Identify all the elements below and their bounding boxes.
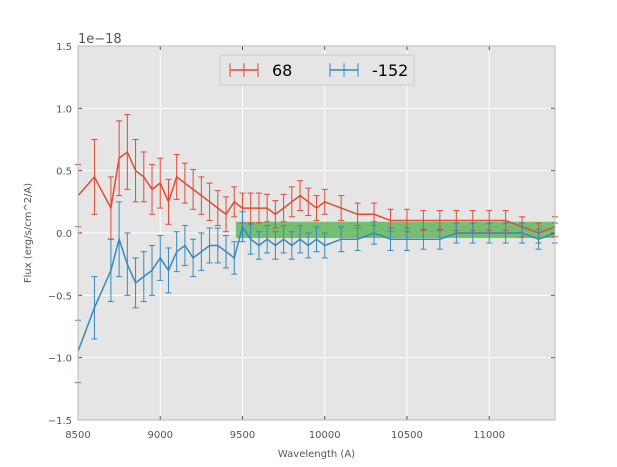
x-tick-label: 10500 (391, 430, 423, 441)
legend-entry: -152 (329, 61, 408, 80)
legend-label: -152 (372, 61, 408, 80)
x-tick-label: 9500 (230, 430, 255, 441)
x-tick-label: 10000 (309, 430, 341, 441)
legend-entry: 68 (229, 61, 292, 80)
axis-ticks: 8500 9000 9500 10000 10500 11000 −1.5 −1.0 −0.5 0… (48, 42, 556, 441)
plot-frame (77, 45, 556, 421)
y-axis-label: Flux (erg/s/cm^2/A) (23, 183, 34, 283)
y-offset-label: 1e−18 (78, 32, 122, 47)
y-tick-label: 1.0 (56, 104, 72, 115)
model-band (235, 221, 555, 238)
x-axis-label: Wavelength (A) (278, 449, 355, 460)
x-tick-label: 8500 (65, 430, 90, 441)
x-tick-label: 9000 (148, 430, 173, 441)
y-tick-label: −1.0 (48, 354, 72, 365)
y-tick-label: 0.5 (56, 167, 72, 178)
y-tick-label: −1.5 (48, 416, 72, 427)
legend: 68 -152 (219, 54, 415, 86)
x-tick-label: 11000 (473, 430, 505, 441)
legend-label: 68 (272, 61, 292, 80)
series-line (77, 150, 556, 234)
band-layer (235, 221, 555, 238)
series-line (77, 224, 556, 352)
y-tick-label: 0.0 (56, 229, 72, 240)
y-tick-label: −0.5 (48, 291, 72, 302)
y-tick-label: 1.5 (56, 42, 72, 53)
